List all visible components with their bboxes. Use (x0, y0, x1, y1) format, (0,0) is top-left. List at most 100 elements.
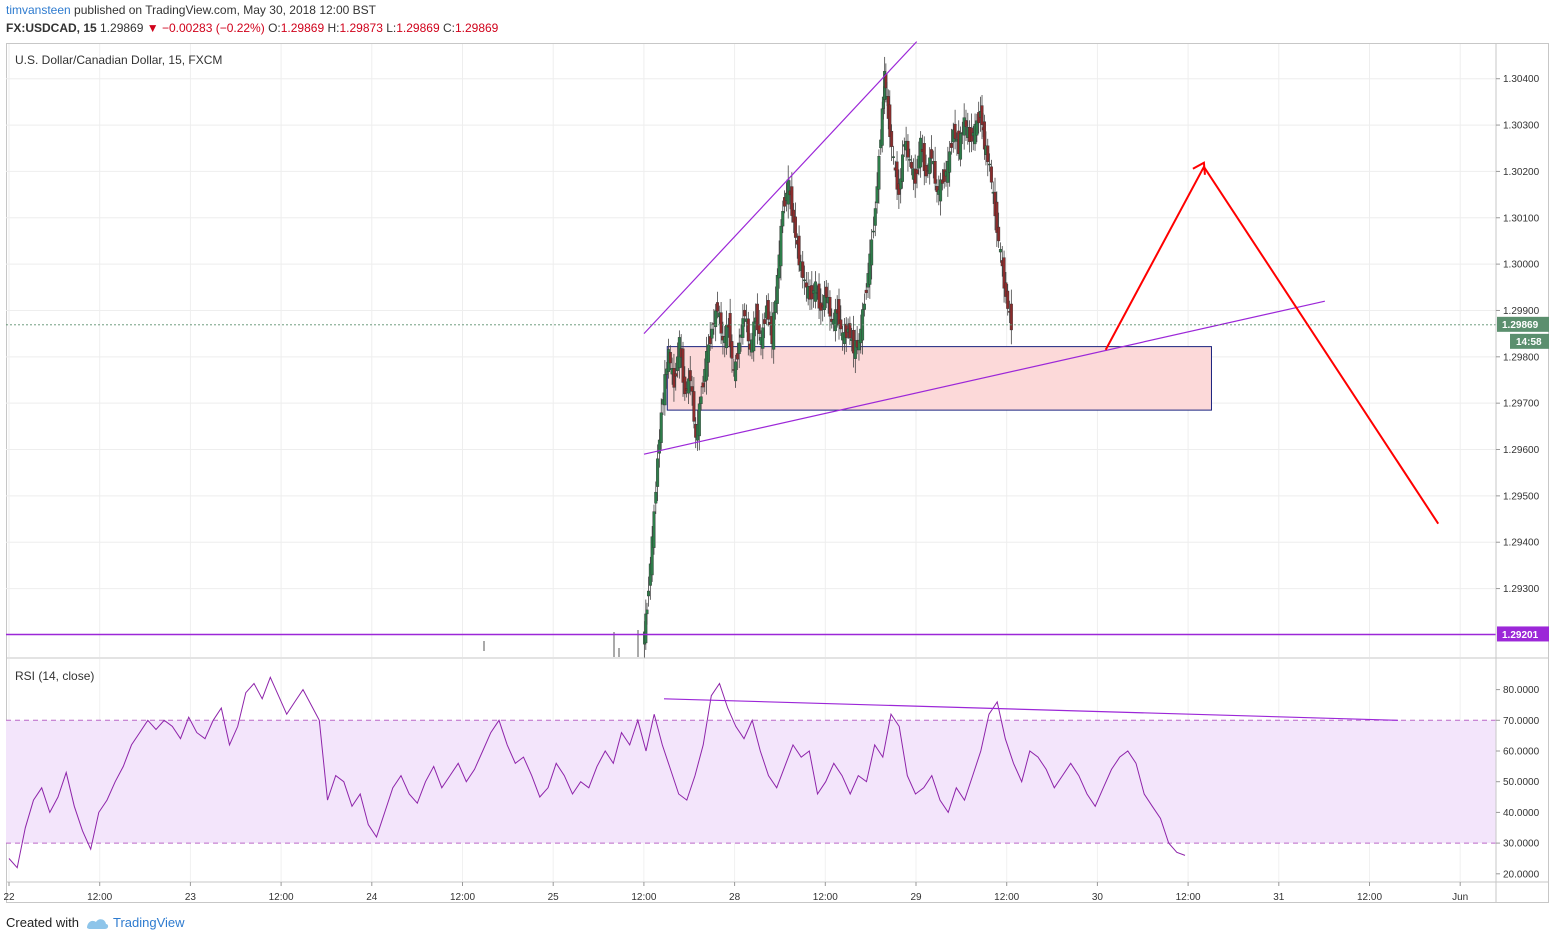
chart-frame (6, 43, 1549, 903)
candle-body (710, 328, 714, 339)
rsi-divergence-line[interactable] (663, 698, 1399, 721)
candle-body (824, 286, 828, 298)
time-tick-label: 31 (1273, 892, 1285, 903)
candle-body (977, 112, 981, 124)
candle-body (772, 312, 776, 350)
time-tick-label: 28 (729, 892, 741, 903)
candle-body (801, 261, 805, 278)
candle-body (857, 339, 861, 351)
candle-body (862, 303, 866, 310)
time-tick-label: 29 (910, 892, 922, 903)
candle-body (804, 282, 808, 288)
last-price: 1.29869 (100, 21, 144, 35)
candle-body (777, 254, 781, 279)
price-tick-label: 1.29600 (1503, 445, 1540, 456)
high-label: H: (327, 21, 340, 35)
high-value: 1.29873 (339, 21, 383, 35)
candle-body (790, 186, 794, 216)
price-tick-label: 1.29800 (1503, 352, 1540, 363)
candle-body (948, 151, 952, 173)
support-zone[interactable] (666, 346, 1212, 411)
low-label: L: (386, 21, 397, 35)
candle-body (975, 120, 979, 136)
trend-line[interactable] (643, 300, 1325, 455)
price-tick-label: 1.30000 (1503, 260, 1540, 271)
author-link[interactable]: timvansteen (6, 3, 71, 17)
last-price-badge (1497, 316, 1549, 332)
candle-body (734, 361, 738, 382)
candle-body (686, 378, 690, 394)
candle-body (853, 340, 857, 359)
support-level-badge-text: 1.29201 (1502, 630, 1539, 641)
candle-body (659, 412, 663, 443)
rsi-tick-label: 60.0000 (1503, 747, 1540, 758)
candle-body (783, 197, 787, 207)
projection-path[interactable] (1104, 164, 1440, 525)
candle-body (1002, 257, 1006, 289)
candle-body (913, 168, 917, 184)
candle-body (906, 140, 910, 158)
candle-body (928, 157, 932, 175)
time-tick-label: 12:00 (994, 892, 1019, 903)
price-tick-label: 1.30300 (1503, 121, 1540, 132)
rsi-pane-title: RSI (14, close) (15, 669, 94, 683)
candle-body (672, 368, 676, 388)
candle-body (949, 143, 953, 148)
rsi-tick-label: 40.0000 (1503, 808, 1540, 819)
candle-body (998, 249, 1002, 253)
candle-body (766, 300, 770, 320)
time-tick-label: 22 (3, 892, 15, 903)
tradingview-link[interactable]: TradingView (85, 915, 185, 930)
candle-body (891, 156, 895, 159)
candle-body (792, 209, 796, 223)
candle-body (757, 324, 761, 334)
candle-body (1004, 282, 1008, 297)
candle-body (692, 391, 696, 422)
price-pane-title: U.S. Dollar/Canadian Dollar, 15, FXCM (15, 53, 222, 67)
candle-body (735, 353, 739, 360)
candle-body (725, 324, 729, 349)
candle-body (652, 511, 656, 548)
rsi-band (6, 720, 1496, 844)
candle-body (817, 283, 821, 309)
symbol-info: FX:USDCAD, 15 1.29869 ▼ −0.00283 (−0.22%… (6, 21, 498, 35)
time-tick-label: 12:00 (631, 892, 656, 903)
candle-body (935, 186, 939, 193)
candle-body (746, 318, 750, 342)
candle-body (683, 376, 687, 395)
price-change: ▼ −0.00283 (−0.22%) (146, 21, 265, 35)
candle-body (690, 386, 694, 392)
candle-body (1006, 290, 1010, 309)
candle-body (781, 211, 785, 227)
candle-body (877, 156, 881, 190)
low-value: 1.29869 (396, 21, 440, 35)
rsi-tick-label: 50.0000 (1503, 777, 1540, 788)
price-tick-label: 1.30100 (1503, 213, 1540, 224)
candle-body (959, 133, 963, 160)
candle-body (888, 104, 892, 138)
candle-body (890, 131, 894, 147)
candle-body (708, 336, 712, 345)
price-tick-label: 1.29700 (1503, 399, 1540, 410)
candle-body (719, 312, 723, 334)
countdown-badge (1510, 333, 1549, 349)
rsi-tick-label: 20.0000 (1503, 869, 1540, 880)
candle-body (803, 279, 807, 282)
trend-line[interactable] (643, 41, 918, 335)
candle-body (875, 186, 879, 204)
candle-body (813, 281, 817, 302)
created-with-label: Created with (6, 915, 79, 930)
candle-body (728, 313, 732, 348)
candle-body (997, 226, 1001, 242)
close-value: 1.29869 (454, 21, 499, 35)
candle-body (706, 344, 710, 363)
rsi-line (8, 675, 1186, 869)
candle-body (910, 161, 914, 169)
time-tick-label: 24 (366, 892, 378, 903)
candle-body (870, 239, 874, 266)
candle-body (915, 169, 919, 175)
price-tick-label: 1.29900 (1503, 306, 1540, 317)
time-tick-label: 12:00 (1176, 892, 1201, 903)
candle-body (730, 341, 734, 359)
